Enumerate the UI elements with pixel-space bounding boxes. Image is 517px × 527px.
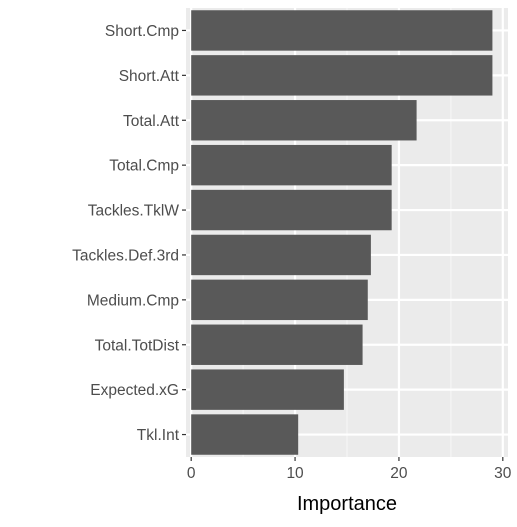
bar-tackles-tklw (191, 189, 392, 231)
y-tick-label: Short.Att (119, 68, 180, 85)
bar-medium-cmp (191, 279, 368, 321)
y-tick-label: Tackles.TklW (88, 203, 180, 220)
y-axis: Short.Cmp Short.Att Total.Att Total.Cmp Tack… (72, 23, 186, 444)
x-tick-label: 0 (187, 465, 196, 482)
bar-tkl-int (191, 414, 299, 455)
bars (191, 10, 493, 455)
bar-tackles-def-3rd (191, 234, 371, 276)
x-axis-title: Importance (297, 493, 397, 515)
bar-short-att (191, 55, 493, 96)
y-tick-label: Tkl.Int (137, 427, 180, 444)
y-tick-label: Expected.xG (90, 382, 179, 399)
bar-total-att (191, 100, 417, 141)
x-tick-label: 20 (390, 465, 408, 482)
y-tick-label: Medium.Cmp (87, 292, 179, 309)
bar-short-cmp (191, 10, 493, 51)
bar-total-cmp (191, 144, 392, 186)
x-tick-label: 30 (494, 465, 512, 482)
y-tick-label: Total.Att (123, 113, 180, 130)
bar-expected-xg (191, 369, 344, 410)
x-tick-label: 10 (286, 465, 304, 482)
y-tick-label: Tackles.Def.3rd (72, 247, 179, 264)
x-axis: 0 10 20 30 (187, 457, 512, 482)
bar-total-totdist (191, 324, 363, 365)
y-tick-label: Total.TotDist (95, 337, 180, 354)
y-tick-label: Short.Cmp (105, 23, 179, 40)
y-tick-label: Total.Cmp (109, 158, 179, 175)
